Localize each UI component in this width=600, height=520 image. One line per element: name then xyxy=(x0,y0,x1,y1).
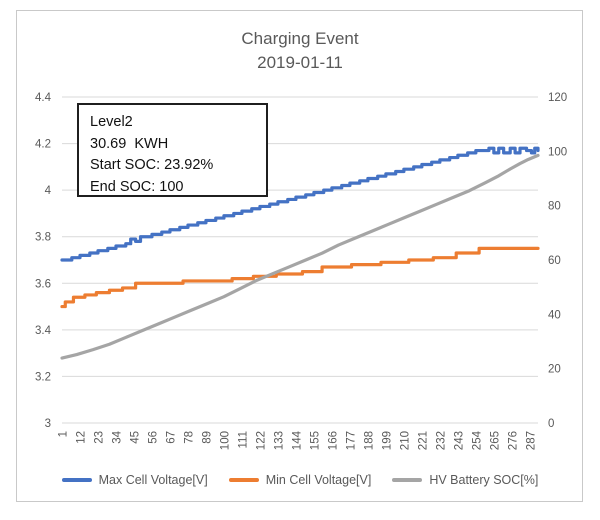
y-axis-left-tick-label: 3.2 xyxy=(35,371,51,383)
chart-title-block: Charging Event 2019-01-11 xyxy=(0,27,600,75)
x-axis-tick-label: 45 xyxy=(129,431,141,444)
series-line-hv-battery-soc xyxy=(60,153,540,360)
x-axis-tick-label: 210 xyxy=(399,431,411,450)
x-axis-tick-label: 89 xyxy=(201,431,213,444)
x-axis-tick-label: 100 xyxy=(219,431,231,450)
annotation-energy: 30.69 KWH xyxy=(90,135,169,152)
x-axis-tick-label: 23 xyxy=(93,431,105,444)
series-line-min-cell-voltage xyxy=(60,246,540,309)
y-axis-right-tick-label: 40 xyxy=(548,309,561,321)
chart-title: Charging Event xyxy=(241,29,359,48)
annotation-end-soc: End SOC: 100 xyxy=(90,178,184,195)
x-axis-tick-label: 254 xyxy=(471,430,483,450)
x-axis-tick-label: 276 xyxy=(507,431,519,450)
legend-item-min-cell-voltage: Min Cell Voltage[V] xyxy=(228,473,372,487)
x-axis-tick-label: 199 xyxy=(381,431,393,450)
legend-label-hv-battery-soc: HV Battery SOC[%] xyxy=(429,473,539,487)
chart-frame xyxy=(16,10,583,502)
x-axis-tick-label: 287 xyxy=(525,431,537,450)
chart-subtitle: 2019-01-11 xyxy=(257,53,343,72)
y-axis-left-tick-label: 3.8 xyxy=(35,232,51,244)
series-line-max-cell-voltage xyxy=(60,146,540,262)
y-axis-right-tick-label: 80 xyxy=(548,201,561,213)
y-axis-left-tick-label: 4.2 xyxy=(35,139,51,151)
y-axis-left-tick-label: 4.4 xyxy=(35,92,52,104)
x-axis-tick-label: 122 xyxy=(255,431,267,450)
x-axis-tick-label: 111 xyxy=(237,431,249,448)
x-axis-tick-label: 56 xyxy=(147,431,159,444)
annotation-box: Level2 30.69 KWH Start SOC: 23.92% End S… xyxy=(77,103,268,197)
x-axis-tick-label: 1 xyxy=(58,431,70,437)
x-axis-tick-label: 78 xyxy=(183,431,195,444)
legend-label-max-cell-voltage: Max Cell Voltage[V] xyxy=(98,473,208,487)
y-axis-right-tick-label: 0 xyxy=(548,418,554,430)
x-axis-tick-label: 188 xyxy=(363,431,375,450)
y-axis-left-tick-label: 3.6 xyxy=(35,278,51,290)
legend-item-max-cell-voltage: Max Cell Voltage[V] xyxy=(61,473,208,487)
legend-marker-hv-battery-soc xyxy=(392,478,423,482)
x-axis-tick-label: 265 xyxy=(489,431,501,450)
y-axis-right-tick-label: 20 xyxy=(548,364,561,376)
x-axis-tick-label: 133 xyxy=(273,431,285,450)
y-axis-right-tick-label: 60 xyxy=(548,255,561,267)
x-axis-tick-label: 67 xyxy=(165,431,177,444)
chart-legend: Max Cell Voltage[V] Min Cell Voltage[V] … xyxy=(0,473,600,487)
y-axis-left-tick-label: 3 xyxy=(45,418,51,430)
y-axis-right-tick-label: 120 xyxy=(548,92,567,104)
y-axis-left-tick-label: 4 xyxy=(45,185,52,197)
x-axis-tick-label: 243 xyxy=(453,431,465,450)
y-axis-right-tick-label: 100 xyxy=(548,146,567,158)
x-axis-tick-label: 232 xyxy=(435,431,447,450)
x-axis-tick-label: 155 xyxy=(309,431,321,450)
legend-marker-max-cell-voltage xyxy=(61,478,92,482)
x-axis-tick-label: 34 xyxy=(111,430,123,443)
x-axis-tick-label: 166 xyxy=(327,431,339,450)
legend-item-hv-battery-soc: HV Battery SOC[%] xyxy=(392,473,538,487)
legend-marker-min-cell-voltage xyxy=(228,478,259,482)
x-axis-tick-label: 12 xyxy=(75,431,87,444)
legend-label-min-cell-voltage: Min Cell Voltage[V] xyxy=(265,473,372,487)
annotation-charge-level: Level2 xyxy=(90,114,133,130)
y-axis-left-tick-label: 3.4 xyxy=(35,325,52,337)
x-axis-tick-label: 221 xyxy=(417,431,429,450)
x-axis-tick-label: 144 xyxy=(291,430,303,450)
x-axis-tick-label: 177 xyxy=(345,431,357,450)
annotation-start-soc: Start SOC: 23.92% xyxy=(90,157,214,173)
